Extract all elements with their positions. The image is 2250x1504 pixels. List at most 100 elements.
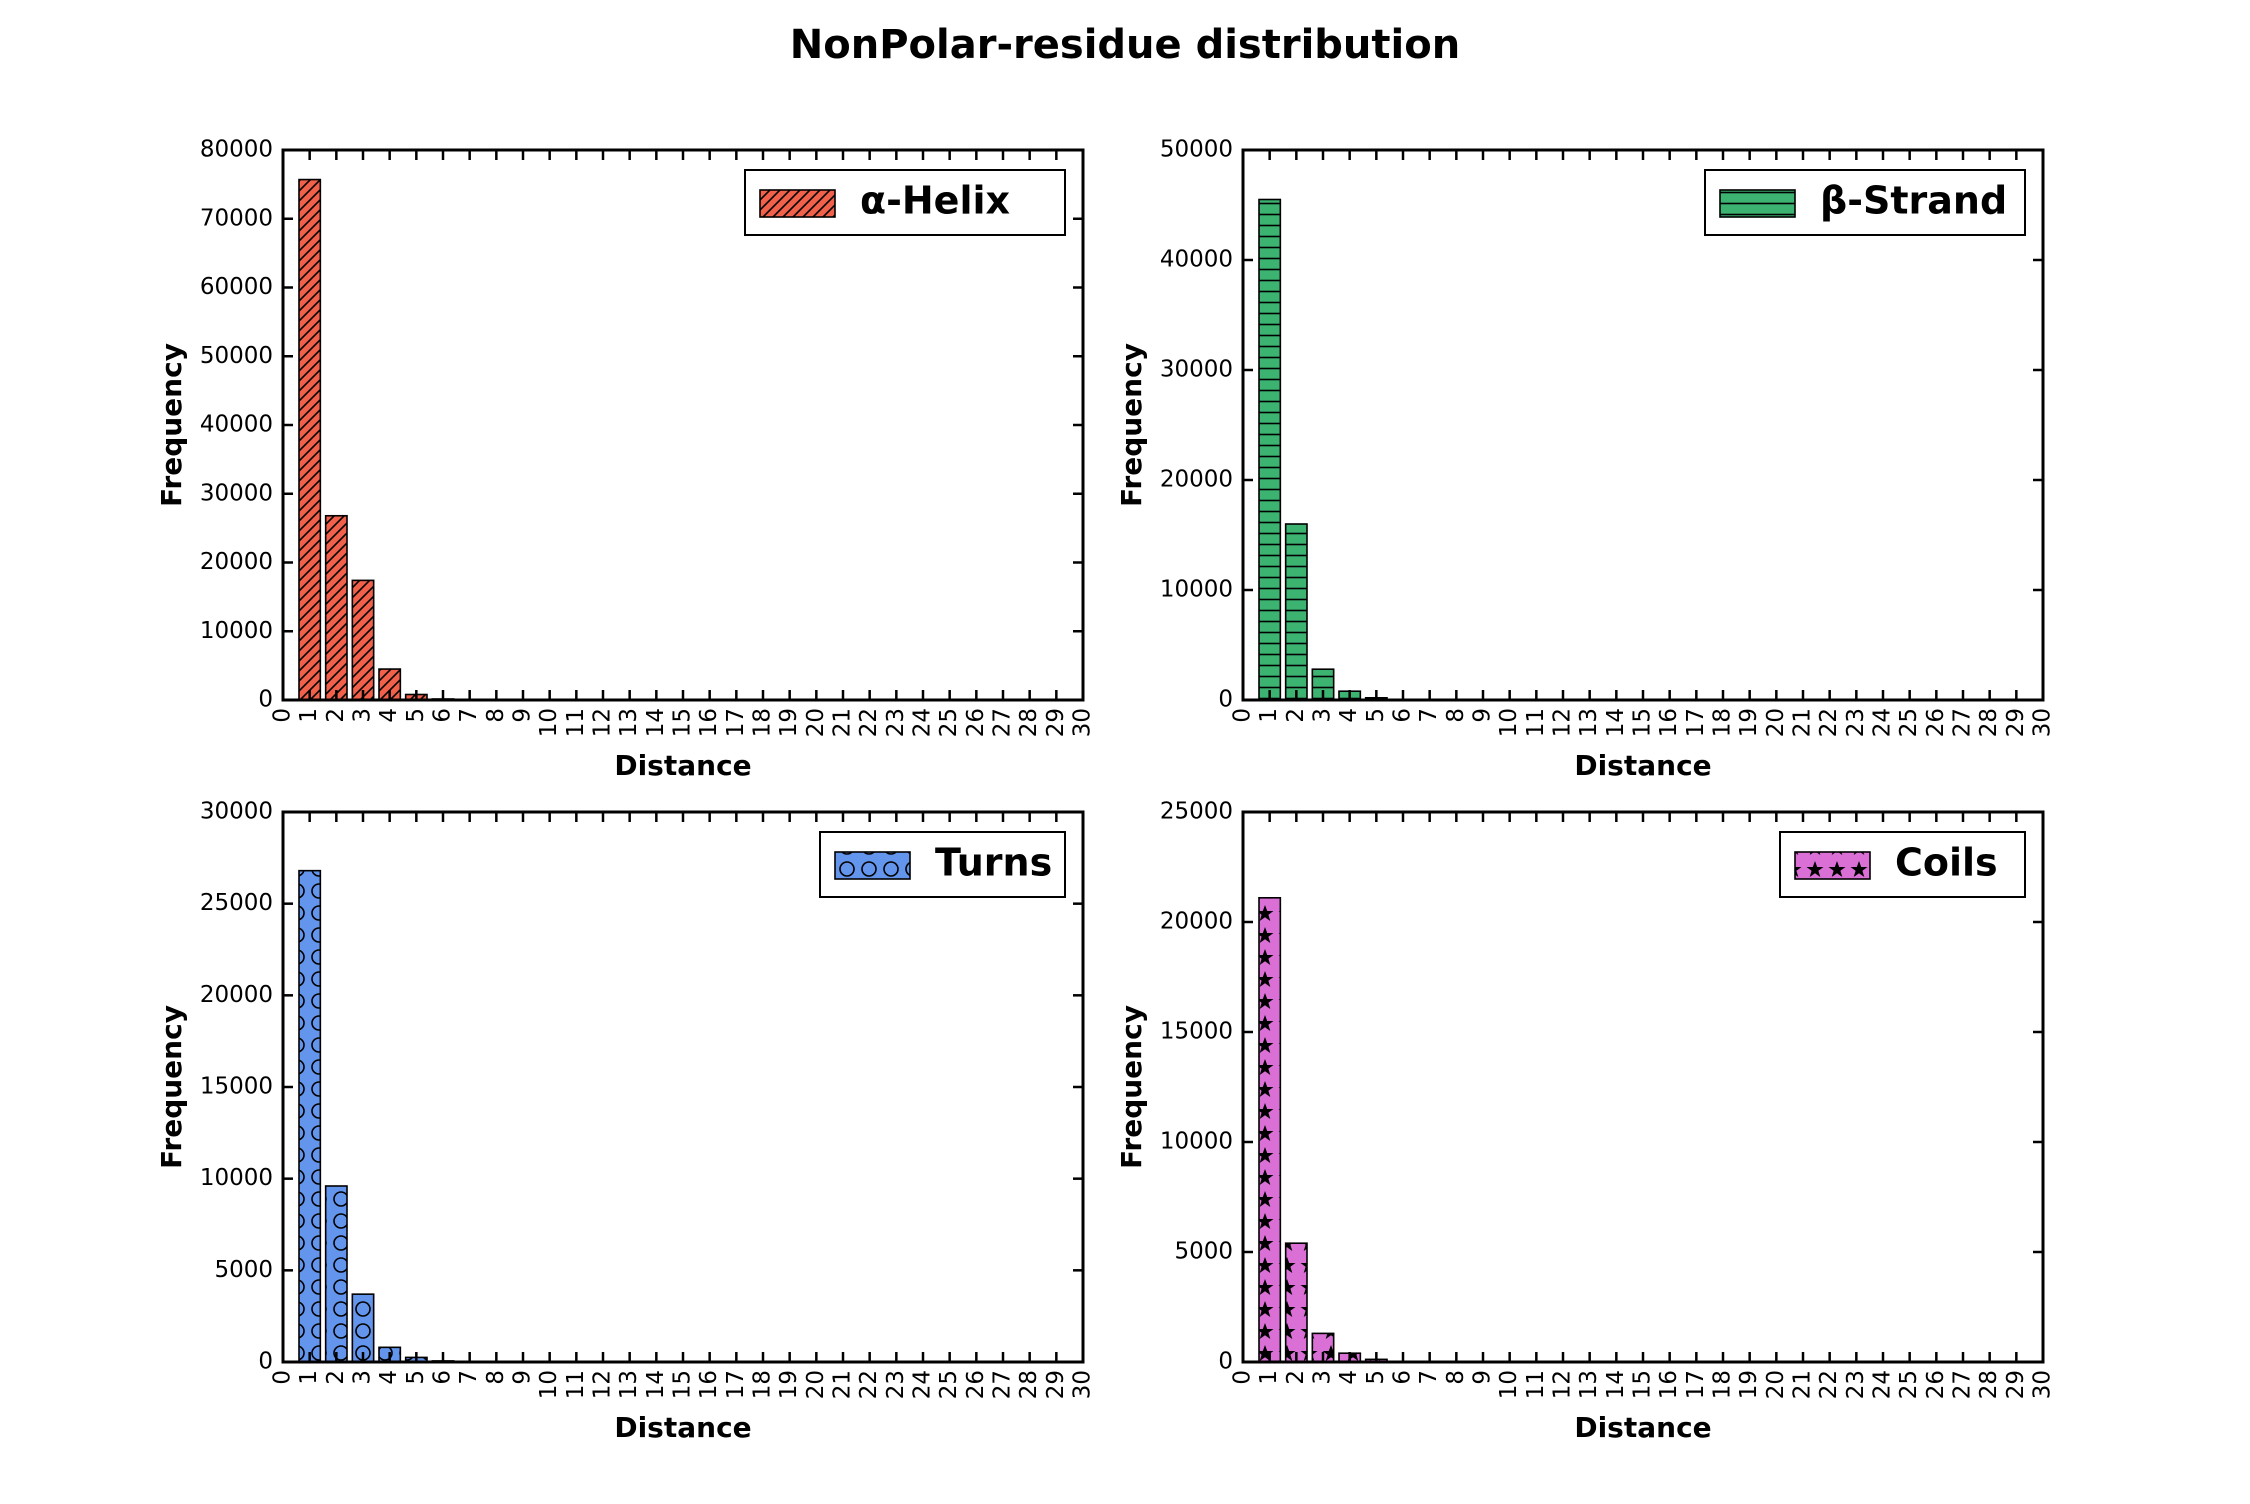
x-tick-label: 18 [1710, 708, 1736, 737]
y-tick-label: 60000 [200, 274, 273, 300]
x-tick-label: 10 [1496, 1370, 1522, 1399]
x-tick-label: 14 [643, 708, 669, 737]
legend: α-Helix [745, 170, 1065, 235]
x-tick-label: 4 [376, 1370, 402, 1385]
y-axis-label: Frequency [1115, 343, 1148, 507]
x-tick-label: 25 [936, 1370, 962, 1399]
x-tick-label: 16 [696, 708, 722, 737]
x-tick-label: 1 [1256, 708, 1282, 723]
x-tick-label: 3 [1310, 708, 1336, 723]
x-tick-label: 9 [510, 1370, 536, 1385]
x-tick-label: 27 [1950, 708, 1976, 737]
legend: Turns [820, 832, 1065, 897]
x-tick-label: 23 [1843, 708, 1869, 737]
x-tick-label: 28 [1016, 1370, 1042, 1399]
x-tick-label: 19 [776, 1370, 802, 1399]
x-tick-label: 19 [1736, 1370, 1762, 1399]
x-tick-label: 26 [963, 708, 989, 737]
x-tick-label: 11 [563, 1370, 589, 1399]
x-tick-label: 17 [1683, 708, 1709, 737]
x-tick-label: 26 [963, 1370, 989, 1399]
x-tick-label: 20 [1763, 708, 1789, 737]
x-tick-label: 2 [1283, 1370, 1309, 1385]
y-axis-label: Frequency [155, 343, 188, 507]
x-tick-label: 21 [830, 708, 856, 737]
x-axis-label: Distance [1574, 1411, 1711, 1444]
x-tick-label: 10 [536, 708, 562, 737]
y-tick-label: 20000 [1160, 909, 1233, 935]
y-tick-label: 25000 [200, 890, 273, 916]
x-tick-label: 4 [1336, 708, 1362, 723]
bar-hatch-strand-1 [1259, 200, 1280, 701]
x-tick-label: 3 [350, 708, 376, 723]
x-tick-label: 2 [323, 1370, 349, 1385]
x-tick-label: 1 [296, 708, 322, 723]
x-axis-label: Distance [614, 749, 751, 782]
x-tick-label: 11 [563, 708, 589, 737]
x-tick-label: 17 [723, 708, 749, 737]
bar-hatch-coils-1 [1259, 898, 1280, 1362]
x-tick-label: 18 [1710, 1370, 1736, 1399]
x-tick-label: 13 [616, 708, 642, 737]
y-tick-label: 50000 [200, 343, 273, 369]
x-tick-label: 18 [750, 1370, 776, 1399]
x-tick-label: 27 [990, 708, 1016, 737]
legend-label: α-Helix [860, 179, 1010, 223]
x-tick-label: 12 [1550, 1370, 1576, 1399]
x-tick-label: 14 [643, 1370, 669, 1399]
y-tick-label: 15000 [200, 1074, 273, 1100]
x-tick-label: 13 [1576, 1370, 1602, 1399]
x-tick-label: 4 [1336, 1370, 1362, 1385]
x-tick-label: 10 [1496, 708, 1522, 737]
y-tick-label: 40000 [1160, 247, 1233, 273]
legend-label: Coils [1895, 841, 1998, 885]
x-tick-label: 15 [1630, 708, 1656, 737]
x-tick-label: 4 [376, 708, 402, 723]
legend-swatch-hatch [1795, 852, 1870, 879]
y-axis-label: Frequency [1115, 1005, 1148, 1169]
x-tick-label: 11 [1523, 708, 1549, 737]
x-tick-label: 21 [830, 1370, 856, 1399]
legend-swatch-hatch [760, 190, 835, 217]
x-tick-label: 2 [1283, 708, 1309, 723]
legend-swatch-hatch [1720, 190, 1795, 217]
bar-hatch-coils-2 [1286, 1243, 1307, 1362]
x-tick-label: 14 [1603, 708, 1629, 737]
x-tick-label: 9 [1470, 1370, 1496, 1385]
y-tick-label: 0 [1218, 1349, 1233, 1375]
x-tick-label: 22 [856, 708, 882, 737]
x-tick-label: 18 [750, 708, 776, 737]
x-tick-label: 15 [670, 708, 696, 737]
x-tick-label: 29 [2003, 1370, 2029, 1399]
x-tick-label: 25 [1896, 708, 1922, 737]
x-tick-label: 0 [270, 1370, 296, 1385]
x-tick-label: 22 [1816, 1370, 1842, 1399]
x-tick-label: 20 [1763, 1370, 1789, 1399]
y-tick-label: 0 [1218, 687, 1233, 713]
x-tick-label: 27 [990, 1370, 1016, 1399]
x-tick-label: 24 [910, 708, 936, 737]
x-tick-label: 19 [1736, 708, 1762, 737]
x-tick-label: 14 [1603, 1370, 1629, 1399]
y-tick-label: 80000 [200, 137, 273, 163]
y-tick-label: 70000 [200, 205, 273, 231]
x-tick-label: 24 [1870, 1370, 1896, 1399]
x-tick-label: 26 [1923, 708, 1949, 737]
x-tick-label: 28 [1976, 1370, 2002, 1399]
x-tick-label: 27 [1950, 1370, 1976, 1399]
x-tick-label: 15 [670, 1370, 696, 1399]
x-tick-label: 29 [1043, 1370, 1069, 1399]
x-tick-label: 30 [2030, 708, 2056, 737]
y-tick-label: 10000 [1160, 577, 1233, 603]
x-tick-label: 24 [1870, 708, 1896, 737]
y-tick-label: 10000 [1160, 1129, 1233, 1155]
x-tick-label: 6 [430, 708, 456, 723]
x-tick-label: 21 [1790, 708, 1816, 737]
x-tick-label: 0 [1230, 1370, 1256, 1385]
x-tick-label: 7 [1416, 708, 1442, 723]
x-tick-label: 6 [1390, 1370, 1416, 1385]
x-tick-label: 12 [1550, 708, 1576, 737]
